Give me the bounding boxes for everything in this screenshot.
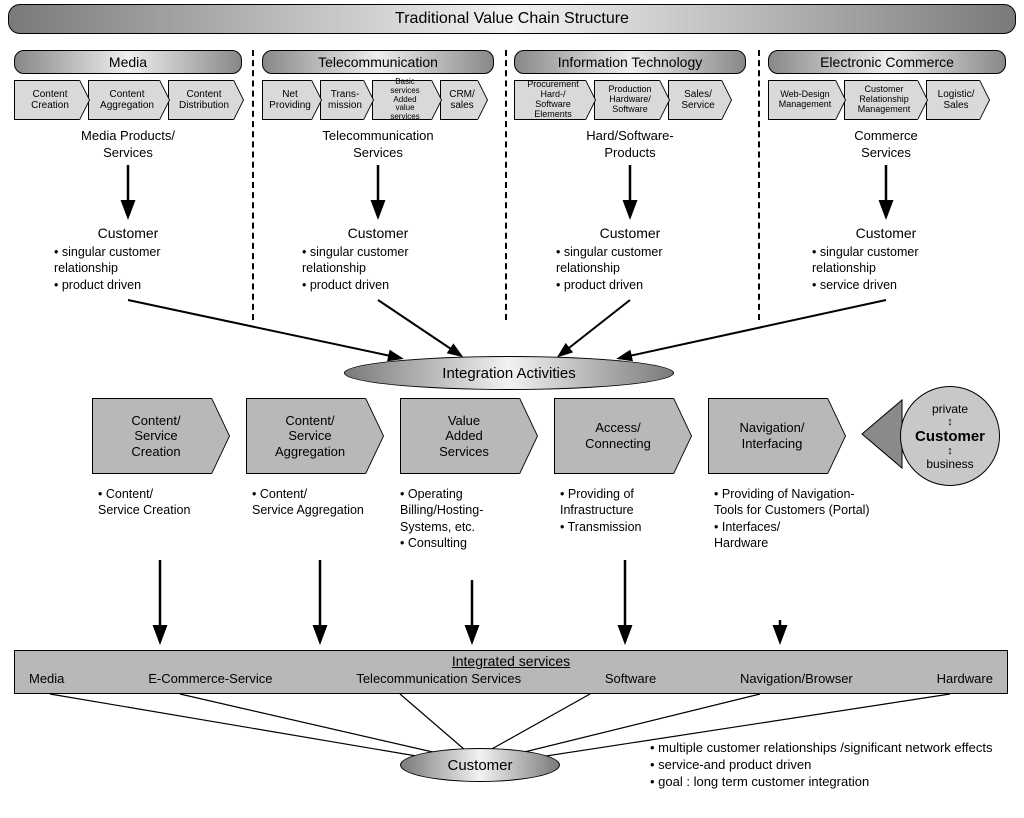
bullets-it: singular customer relationship product d… [556,244,726,293]
chain-telecom-3: CRM/sales [440,80,478,120]
intchain-3-b1: Transmission [560,519,700,535]
product-it: Hard/Software-Products [540,128,720,162]
up-down-icon-2: ↕ [947,445,953,457]
intchain-0: Content/ServiceCreation [92,398,212,474]
chain-telecom: Net Providing Trans-mission Basic servic… [262,80,486,120]
col-header-media: Media [14,50,242,74]
col-divider-3 [758,50,760,320]
integrated-services-row: Media E-Commerce-Service Telecommunicati… [15,669,1007,688]
col-divider-1 [252,50,254,320]
bullet-ecom-1: service driven [812,277,982,293]
customer-circle-top: private [932,402,968,416]
customer-circle: private ↕ Customer ↕ business [900,386,1000,486]
customer-circle-bottom: business [926,457,973,471]
intchain-4-b0: Providing of Navigation- Tools for Custo… [714,486,874,519]
col-header-ecom: Electronic Commerce [768,50,1006,74]
int-item-5: Hardware [937,671,993,686]
intchain-4-b1: Interfaces/Hardware [714,519,874,552]
bullets-telecom: singular customer relationship product d… [302,244,472,293]
intchain-2-b0: Operating Billing/Hosting-Systems, etc. [400,486,545,535]
intchain-bullets-4: Providing of Navigation- Tools for Custo… [714,486,874,551]
chain-telecom-0: Net Providing [262,80,312,120]
customer-media: Customer [38,224,218,242]
chain-it-2: Sales/Service [668,80,722,120]
int-item-2: Telecommunication Services [356,671,521,686]
bullet-media-1: product driven [54,277,224,293]
chain-ecom-0: Web-Design Management [768,80,836,120]
integration-ellipse: Integration Activities [344,356,674,390]
product-telecom: TelecommunicationServices [288,128,468,162]
int-item-4: Navigation/Browser [740,671,853,686]
customer-telecom: Customer [288,224,468,242]
col-header-it: Information Technology [514,50,746,74]
chain-media-0: Content Creation [14,80,80,120]
final-customer-ellipse: Customer [400,748,560,782]
bullet-telecom-0: singular customer relationship [302,244,472,277]
intchain-2-b1: Consulting [400,535,545,551]
bullet-it-1: product driven [556,277,726,293]
chain-telecom-1: Trans-mission [320,80,364,120]
chain-telecom-2: Basic servicesAdded value services [372,80,432,120]
title-bar: Traditional Value Chain Structure [8,4,1016,34]
chain-media-1: Content Aggregation [88,80,160,120]
chain-media-2: Content Distribution [168,80,234,120]
bullet-telecom-1: product driven [302,277,472,293]
product-media: Media Products/Services [38,128,218,162]
bullet-ecom-0: singular customer relationship [812,244,982,277]
chain-ecom-2: Logistic/Sales [926,80,980,120]
chain-it: Procurement Hard-/Software Elements Prod… [514,80,730,120]
bullet-media-0: singular customer relationship [54,244,224,277]
final-b2: goal : long term customer integration [650,774,1010,791]
final-b1: service-and product driven [650,757,1010,774]
bullets-media: singular customer relationship product d… [54,244,224,293]
intchain-0-b0: Content/Service Creation [98,486,228,519]
customer-it: Customer [540,224,720,242]
bullet-it-0: singular customer relationship [556,244,726,277]
int-item-3: Software [605,671,656,686]
customer-circle-center: Customer [915,428,985,445]
intchain-1: Content/ServiceAggregation [246,398,366,474]
col-header-telecom: Telecommunication [262,50,494,74]
intchain-2: ValueAddedServices [400,398,520,474]
customer-ecom: Customer [796,224,976,242]
intchain-3-b0: Providing of Infrastructure [560,486,700,519]
intchain-bullets-0: Content/Service Creation [98,486,228,519]
int-item-0: Media [29,671,64,686]
intchain-bullets-2: Operating Billing/Hosting-Systems, etc. … [400,486,545,551]
intchain-4: Navigation/Interfacing [708,398,828,474]
chain-ecom-1: Customer Relationship Management [844,80,918,120]
intchain-3: Access/Connecting [554,398,674,474]
intchain-bullets-3: Providing of Infrastructure Transmission [560,486,700,535]
chain-it-1: Production Hardware/Software [594,80,660,120]
up-down-icon: ↕ [947,416,953,428]
col-divider-2 [505,50,507,320]
intchain-bullets-1: Content/Service Aggregation [252,486,382,519]
integrated-services-box: Integrated services Media E-Commerce-Ser… [14,650,1008,694]
final-b0: multiple customer relationships /signifi… [650,740,1010,757]
product-ecom: CommerceServices [796,128,976,162]
chain-it-0: Procurement Hard-/Software Elements [514,80,586,120]
bullets-ecom: singular customer relationship service d… [812,244,982,293]
chain-ecom: Web-Design Management Customer Relations… [768,80,988,120]
final-bullets: multiple customer relationships /signifi… [650,740,1010,791]
int-item-1: E-Commerce-Service [148,671,272,686]
chain-media: Content Creation Content Aggregation Con… [14,80,242,120]
intchain-1-b0: Content/Service Aggregation [252,486,382,519]
integrated-services-title: Integrated services [15,651,1007,669]
